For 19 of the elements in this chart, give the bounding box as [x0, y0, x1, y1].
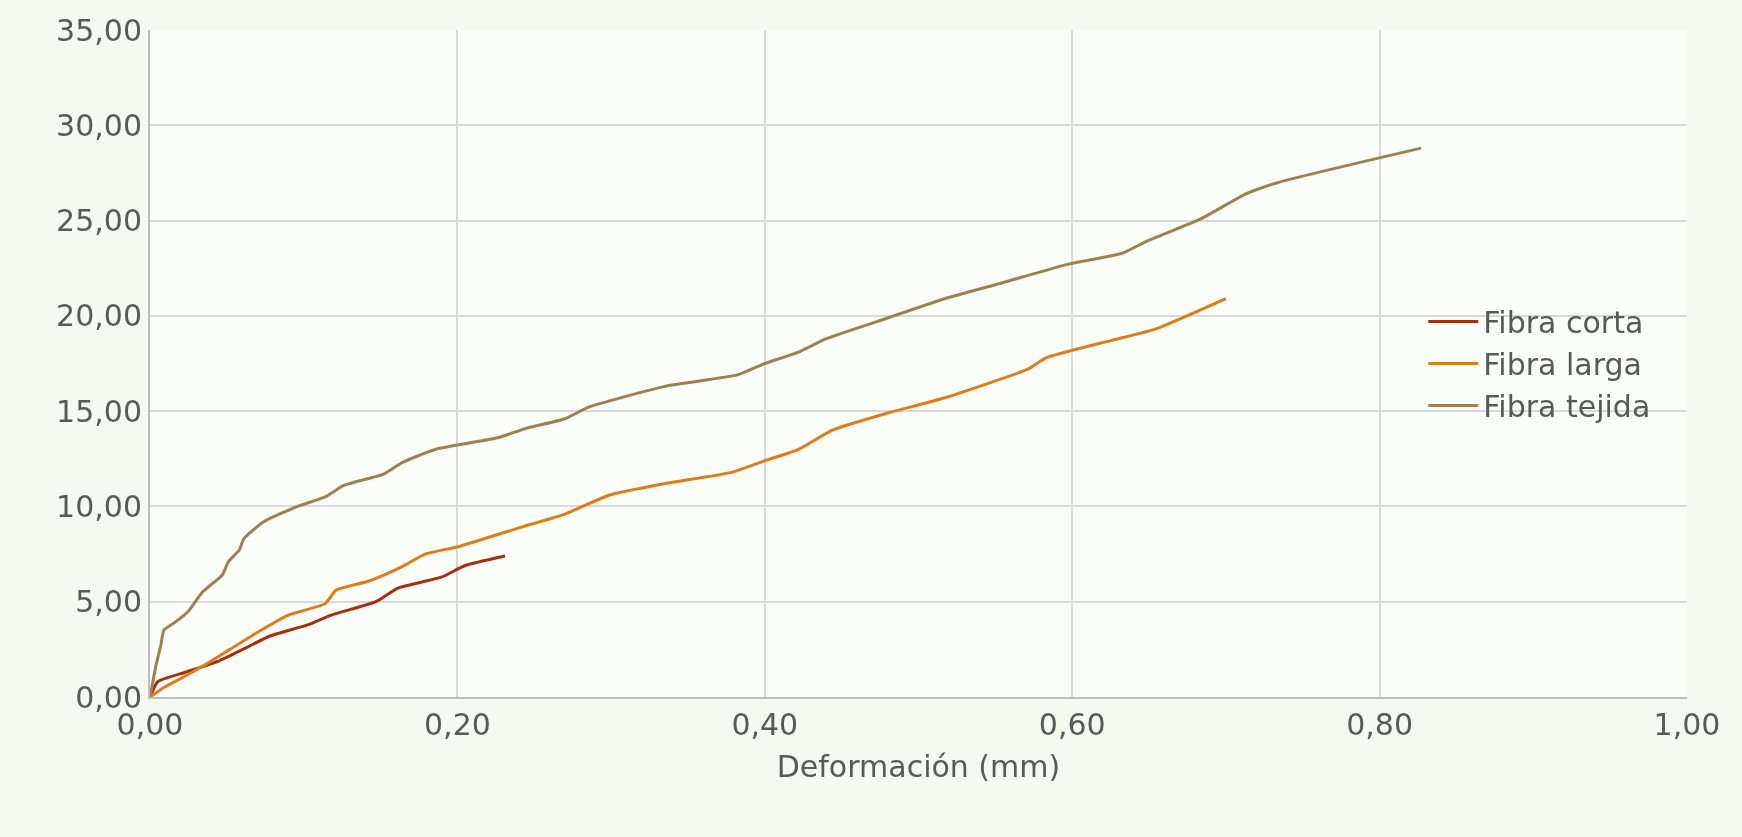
legend-label: Fibra tejida: [1483, 389, 1651, 425]
x-tick-label: 0,60: [1038, 707, 1106, 742]
y-tick-label: 5,00: [75, 584, 142, 620]
line-series: [150, 297, 1228, 697]
line-series: [150, 146, 1423, 697]
x-tick-label: 0,00: [116, 707, 184, 742]
x-tick-label: 0,80: [1346, 707, 1413, 742]
y-tick-label: 30,00: [56, 107, 142, 143]
x-tick-label: 0,20: [424, 707, 491, 742]
x-tick-label: 1,00: [1653, 707, 1721, 742]
legend-label: Fibra larga: [1483, 347, 1642, 383]
x-axis-title: Deformación (mm): [776, 749, 1061, 784]
y-tick-label: 20,00: [56, 298, 142, 334]
y-tick-label: 35,00: [56, 12, 142, 48]
y-tick-label: 25,00: [56, 203, 142, 239]
x-tick-label: 0,40: [731, 707, 799, 742]
y-tick-label: 10,00: [56, 488, 142, 524]
y-tick-label: 15,00: [56, 393, 142, 429]
legend-label: Fibra corta: [1483, 305, 1644, 341]
